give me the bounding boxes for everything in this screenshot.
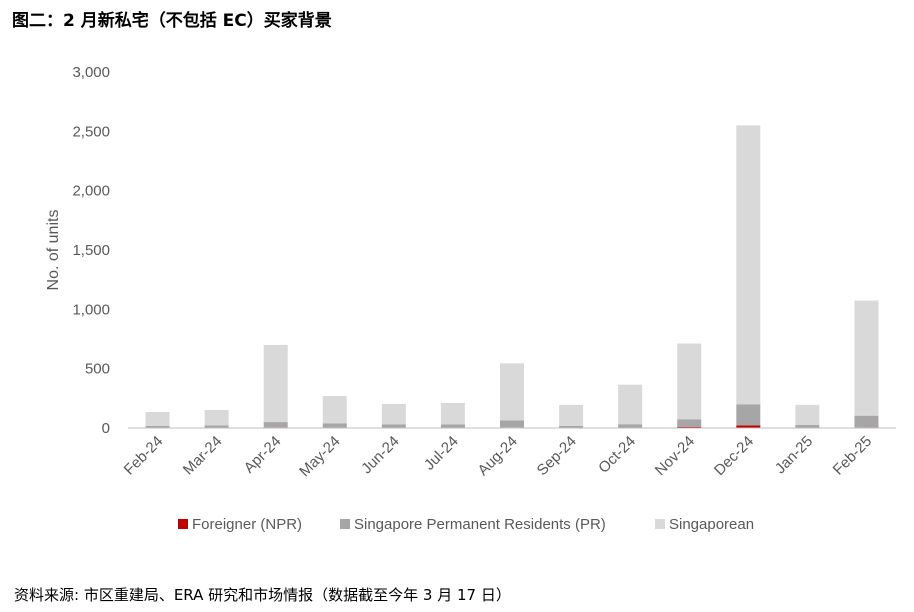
bar-segment [204, 409, 229, 426]
bar-segment [795, 425, 820, 428]
bar-segment [263, 422, 288, 428]
bar-segment [736, 404, 761, 426]
bar-segment [854, 300, 879, 416]
bar-segment [145, 411, 170, 426]
bar-segment [381, 403, 406, 425]
bar-segment [145, 425, 170, 428]
x-tick-label: Jan-25 [772, 433, 816, 477]
y-tick-label: 3,000 [72, 64, 110, 81]
x-tick-label: Feb-24 [121, 433, 167, 479]
y-axis-label: No. of units [45, 210, 62, 291]
bar-segment [500, 363, 524, 421]
legend-label: Foreigner (NPR) [192, 516, 302, 533]
y-tick-label: 2,000 [72, 183, 110, 200]
bar-segment [322, 423, 347, 428]
y-tick-label: 1,000 [72, 301, 110, 318]
bar-segment [736, 125, 761, 405]
y-tick-label: 0 [102, 420, 110, 437]
x-tick-label: Apr-24 [241, 433, 285, 477]
x-tick-label: Nov-24 [652, 433, 698, 479]
bar-segment [618, 384, 643, 425]
bar-segment [795, 404, 820, 426]
y-axis: 0 500 1,000 1,500 2,000 2,500 3,000 No. of unit… [45, 64, 110, 437]
bar-segment [677, 426, 702, 428]
legend-label: Singapore Permanent Residents (PR) [354, 516, 606, 533]
x-tick-label: Mar-24 [180, 433, 226, 479]
x-tick-label: Dec-24 [711, 433, 757, 479]
x-tick-label: Oct-24 [595, 433, 639, 477]
bar-segment [677, 343, 702, 420]
x-tick-label: May-24 [296, 433, 343, 480]
bar-segment [854, 415, 879, 428]
y-tick-label: 1,500 [72, 242, 110, 259]
bar-segment [440, 402, 465, 425]
chart-title: 图二：2 月新私宅（不包括 EC）买家背景 [12, 11, 332, 31]
y-tick-label: 2,500 [72, 123, 110, 140]
legend: Foreigner (NPR) Singapore Permanent Resid… [178, 516, 754, 533]
legend-swatch [655, 519, 665, 529]
bar-segment [736, 425, 761, 428]
bar-segment [618, 424, 643, 428]
bar-segment [500, 420, 524, 428]
x-tick-label: Sep-24 [534, 433, 580, 479]
x-axis: Feb-24 Mar-24 Apr-24 May-24 Jun-24 Jul-24 Aug-… [121, 427, 896, 480]
bars [145, 125, 879, 428]
bar-segment [440, 424, 465, 428]
legend-swatch [178, 519, 188, 529]
source-note: 资料来源: 市区重建局、ERA 研究和市场情报（数据截至今年 3 月 17 日） [14, 586, 511, 604]
x-tick-label: Feb-25 [830, 433, 876, 479]
bar-segment [677, 419, 702, 427]
legend-swatch [340, 519, 350, 529]
x-tick-label: Aug-24 [475, 433, 521, 479]
x-tick-label: Jun-24 [358, 433, 402, 477]
y-tick-label: 500 [85, 361, 110, 378]
bar-segment [263, 344, 288, 423]
bar-segment [322, 395, 347, 424]
bar-segment [381, 424, 406, 428]
legend-label: Singaporean [669, 516, 754, 533]
bar-segment [559, 404, 584, 426]
bar-segment [204, 425, 229, 428]
bar-segment [559, 425, 584, 428]
x-tick-label: Jul-24 [421, 433, 462, 474]
